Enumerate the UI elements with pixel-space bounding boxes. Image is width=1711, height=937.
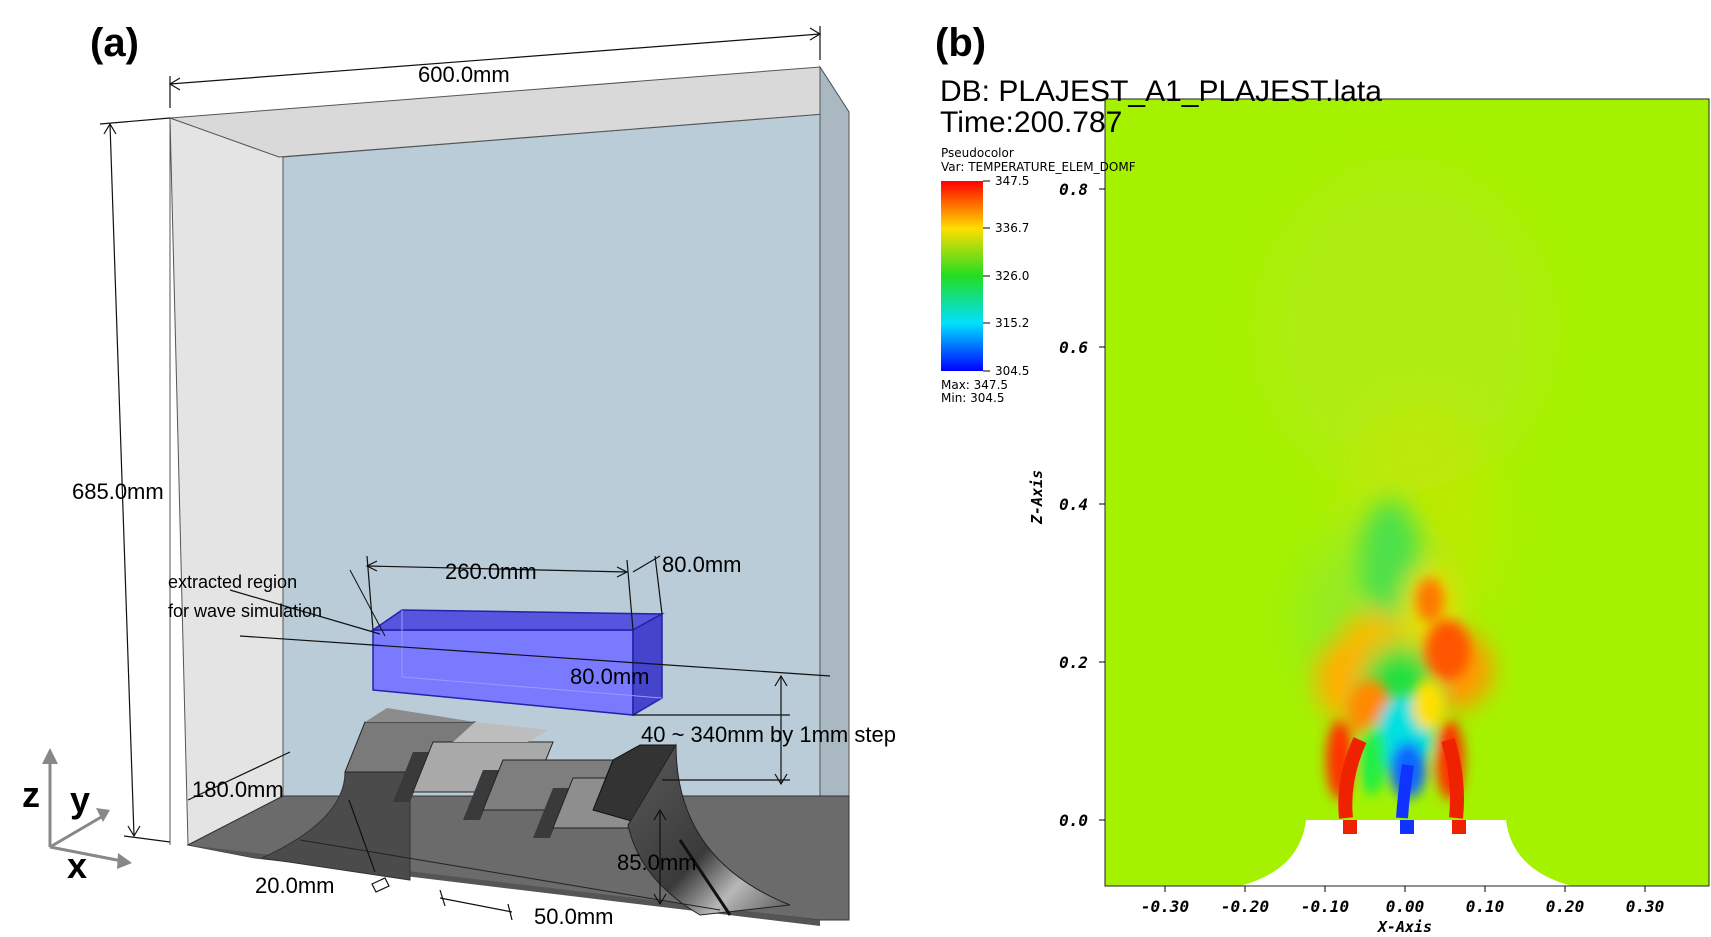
colorbar-tick-0: 347.5	[995, 174, 1029, 188]
axis-y-label: y	[70, 779, 90, 820]
region-hidden-edge-2	[401, 676, 663, 699]
annotation-leader	[349, 569, 386, 637]
panel-a: (a)	[22, 21, 896, 929]
dim-pitch-label: 50.0mm	[534, 904, 613, 929]
x-tick-4: 0.10	[1466, 897, 1505, 916]
dim-width-label: 600.0mm	[418, 62, 510, 87]
z-tick-0: 0.8	[1059, 180, 1088, 199]
z-tick-4: 0.0	[1059, 811, 1088, 830]
legend-max: Max: 347.5	[941, 378, 1008, 392]
annotation-line-1: extracted region	[168, 572, 297, 592]
jet-left-streak	[1338, 737, 1367, 819]
z-tick-1: 0.6	[1059, 338, 1088, 357]
dim-slot-label: 20.0mm	[255, 873, 334, 898]
box-right-edge	[819, 65, 850, 917]
x-tick-1: -0.20	[1221, 897, 1269, 916]
axis-z-label: z	[22, 774, 40, 815]
nozzle-right	[1452, 820, 1466, 834]
z-axis-label: Z-Axis	[1028, 470, 1046, 525]
z-tick-3: 0.2	[1059, 653, 1088, 672]
rib-2-face	[453, 722, 548, 742]
x-tick-marks	[1164, 886, 1646, 892]
z-tick-2: 0.4	[1059, 495, 1088, 514]
dim-depth-label: 180.0mm	[192, 777, 284, 802]
jet-right-streak	[1441, 737, 1464, 819]
x-tick-5: 0.20	[1546, 897, 1585, 916]
panel-a-label: (a)	[90, 21, 139, 65]
slot-2	[463, 770, 500, 820]
z-tick-marks	[1099, 188, 1105, 821]
x-tick-2: -0.10	[1301, 897, 1349, 916]
legend-var: Var: TEMPERATURE_ELEM_DOMF	[941, 160, 1136, 174]
axis-triad	[42, 748, 132, 869]
x-tick-0: -0.30	[1141, 897, 1189, 916]
panel-b-label: (b)	[935, 21, 986, 65]
colorbar-tick-4: 304.5	[995, 364, 1029, 378]
box-left-wall	[169, 117, 284, 846]
legend-title: Pseudocolor	[941, 146, 1014, 160]
color-bar	[941, 181, 983, 371]
slot-3	[533, 788, 570, 838]
floor-line-2	[678, 839, 732, 916]
x-tick-3: 0.00	[1386, 897, 1425, 916]
right-slope	[627, 743, 791, 916]
slot-1	[393, 752, 430, 802]
dim-gap-label: 40 ~ 340mm by 1mm step	[641, 722, 896, 747]
temperature-field	[1105, 99, 1709, 886]
floor-line-1	[299, 839, 721, 911]
colorbar-tick-3: 315.2	[995, 316, 1029, 330]
nozzle-center	[1400, 820, 1414, 834]
dim-nozzle-height-label: 85.0mm	[617, 850, 696, 875]
rib-1-top	[365, 708, 475, 722]
solid-geometry	[1240, 820, 1572, 886]
panel-b: (b)	[935, 21, 1710, 936]
colorbar-tick-1: 336.7	[995, 221, 1029, 235]
x-tick-6: 0.30	[1626, 897, 1665, 916]
colorbar-tick-2: 326.0	[995, 269, 1029, 283]
dim-region-height-label: 80.0mm	[570, 664, 649, 689]
dim-height-label: 685.0mm	[72, 479, 164, 504]
axis-x-label: x	[67, 845, 87, 886]
db-line: DB: PLAJEST_A1_PLAJEST.lata	[940, 75, 1382, 108]
dimension-lines	[99, 26, 831, 921]
nozzle-left	[1343, 820, 1357, 834]
legend-min: Min: 304.5	[941, 391, 1005, 405]
colorbar-ticks	[983, 180, 990, 372]
time-line: Time:200.787	[940, 106, 1122, 139]
plot-frame	[1104, 98, 1710, 887]
annotation-line-2: for wave simulation	[168, 601, 322, 621]
dim-region-length-label: 260.0mm	[445, 559, 537, 584]
dim-region-width-label: 80.0mm	[662, 552, 741, 577]
x-axis-label: X-Axis	[1376, 918, 1432, 936]
region-block-top	[370, 609, 665, 631]
jet-center-streak	[1396, 764, 1414, 819]
